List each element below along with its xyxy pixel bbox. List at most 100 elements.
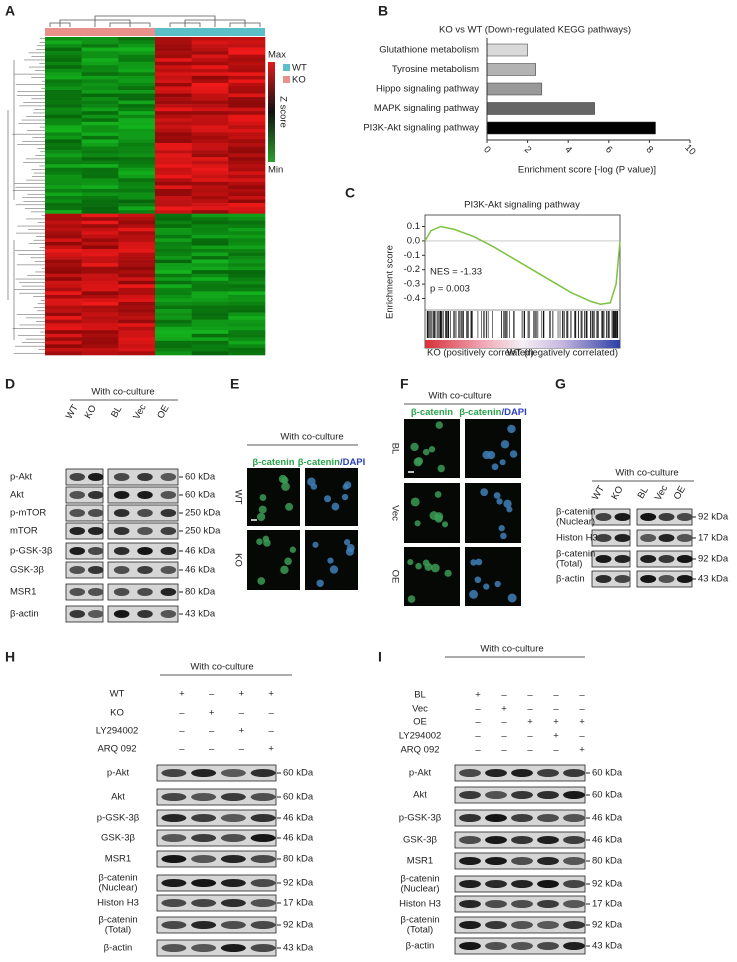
heatmap-cell — [118, 164, 156, 169]
condition-sign: + — [527, 717, 533, 728]
heatmap-cell — [228, 323, 266, 328]
heatmap-cell — [118, 143, 156, 147]
heatmap-cell — [191, 100, 229, 105]
group-bar — [45, 28, 155, 36]
heatmap-cell — [81, 273, 119, 278]
size-label: 92 kDa — [592, 920, 623, 931]
heatmap-cell — [228, 97, 266, 101]
blot-band — [137, 547, 153, 555]
group-bar — [155, 28, 265, 36]
heatmap-cell — [191, 82, 229, 87]
cell — [503, 499, 512, 508]
heatmap-cell — [191, 199, 229, 204]
heatmap-cell — [228, 220, 266, 225]
row-label: KO — [232, 553, 243, 567]
heatmap-cell — [191, 347, 229, 352]
heatmap-cell — [155, 40, 192, 45]
heatmap-cell — [228, 263, 266, 267]
blot-band — [220, 855, 246, 863]
condition-sign: – — [268, 708, 274, 719]
heatmap-cell — [228, 249, 266, 253]
heatmap-cell — [118, 125, 156, 130]
heatmap-cell — [228, 217, 266, 222]
heatmap-cell — [45, 210, 82, 214]
heatmap-cell — [155, 181, 192, 186]
heatmap-cell — [228, 252, 266, 257]
heatmap-cell — [228, 256, 266, 260]
heatmap-cell — [228, 65, 266, 70]
heatmap-cell — [118, 118, 156, 123]
cell — [407, 559, 414, 566]
heatmap-cell — [81, 82, 119, 87]
heatmap-cell — [45, 333, 82, 338]
protein-label: GSK-3β — [403, 835, 438, 846]
heatmap-cell — [81, 227, 119, 232]
heatmap-cell — [81, 65, 119, 70]
heatmap-cell — [45, 249, 82, 253]
chart-title: PI3K-Akt signaling pathway — [464, 200, 580, 211]
phenotype-label: WT (negatively correlated) — [507, 348, 618, 359]
heatmap-cell — [81, 351, 119, 356]
heatmap-cell — [228, 206, 266, 211]
heatmap-cell — [118, 238, 156, 243]
cell — [285, 502, 294, 511]
heatmap-cell — [228, 287, 266, 292]
heatmap-cell — [155, 294, 192, 299]
heatmap-cell — [228, 241, 266, 246]
cell — [258, 505, 267, 514]
heatmap-cell — [45, 319, 82, 324]
bar — [486, 43, 528, 57]
cell — [410, 442, 419, 452]
x-axis-label: Enrichment score [-log (P value)] — [518, 165, 656, 176]
heatmap-cell — [191, 58, 229, 63]
heatmap-cell — [81, 210, 119, 214]
heatmap-cell — [45, 231, 82, 236]
heatmap-cell — [45, 118, 82, 123]
protein-label: Histon H3 — [556, 533, 598, 544]
heatmap-cell — [81, 231, 119, 236]
condition-sign: – — [179, 708, 185, 719]
blot-frame — [156, 788, 277, 806]
heatmap-cell — [191, 309, 229, 313]
channel-marker: β-catenin — [459, 407, 501, 418]
blot-frame — [156, 809, 277, 827]
heatmap-cell — [191, 146, 229, 151]
heatmap-cell — [81, 319, 119, 324]
heatmap-cell — [45, 330, 82, 335]
cell — [316, 579, 324, 587]
heatmap-cell — [155, 192, 192, 197]
protein-label: β-actin — [104, 943, 133, 954]
blot-band — [113, 547, 130, 555]
heatmap-cell — [191, 316, 229, 320]
heatmap-cell — [45, 305, 82, 310]
blot-band — [113, 473, 130, 481]
size-label: 80 kDa — [592, 856, 623, 867]
heatmap-cell — [45, 344, 82, 349]
cell — [441, 521, 449, 528]
heatmap-cell — [228, 164, 266, 169]
protein-label: β-catenin — [98, 915, 137, 926]
heatmap-cell — [228, 125, 266, 130]
condition-sign: + — [239, 726, 245, 737]
heatmap-cell — [155, 44, 192, 48]
heatmap-cell — [118, 266, 156, 271]
heatmap-cell — [155, 196, 192, 200]
channel-marker: β-catenin — [298, 457, 340, 468]
heatmap-cell — [228, 312, 266, 317]
blot-band — [563, 814, 585, 822]
size-label: 92 kDa — [698, 554, 729, 565]
heatmap-cell — [81, 309, 119, 313]
heatmap-cell — [228, 333, 266, 338]
condition-sign: – — [553, 745, 559, 756]
blot-band — [191, 899, 217, 907]
heatmap-cell — [155, 245, 192, 250]
heatmap-cell — [155, 330, 192, 335]
condition-sign: – — [527, 731, 533, 742]
heatmap-cell — [118, 132, 156, 137]
size-label: 92 kDa — [698, 512, 729, 523]
panel-label: B — [378, 3, 388, 19]
condition-label: BL — [414, 690, 426, 701]
heatmap-cell — [155, 238, 192, 243]
heatmap-cell — [155, 277, 192, 282]
heatmap-cell — [155, 171, 192, 176]
